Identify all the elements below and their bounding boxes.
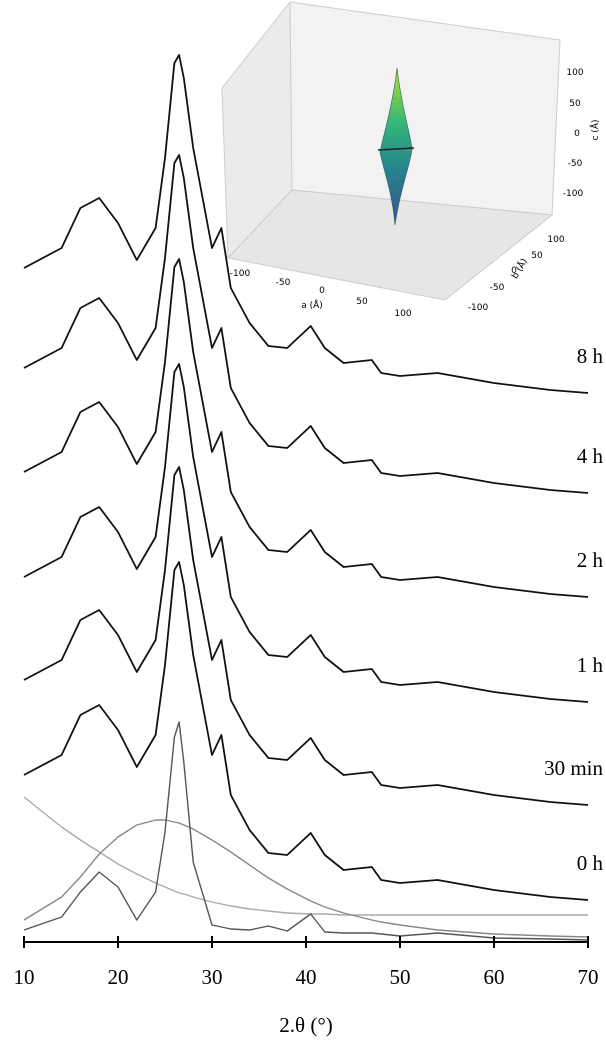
pattern-line	[23, 54, 589, 394]
pane-floor	[227, 189, 554, 301]
x-tick-label: 40	[296, 965, 317, 989]
pattern-line	[23, 154, 589, 494]
inset-3d: a (Å) b (Å) c (Å) -100-50050100-100-5005…	[221, 0, 601, 319]
inset-x-tick-label: -100	[230, 269, 251, 279]
series-label: 4 h	[577, 444, 604, 468]
series-label: 30 min	[544, 756, 603, 780]
x-axis-label: 2.θ (°)	[279, 1013, 332, 1037]
inset-z-tick-label: -100	[563, 189, 584, 199]
inset-y-tick-label: -50	[490, 283, 505, 293]
series-label: 0 h	[577, 851, 604, 875]
pattern-line	[23, 561, 589, 901]
surface-rim	[377, 147, 415, 151]
series-label: 2 h	[577, 548, 604, 572]
inset-y-tick-label: 0	[511, 266, 517, 276]
inset-z-tick-label: -50	[568, 159, 583, 169]
pane-back	[289, 1, 561, 216]
x-tick-label: 60	[484, 965, 505, 989]
surface	[379, 67, 413, 226]
inset-y-tick-label: 100	[547, 235, 564, 245]
pattern-line	[23, 721, 589, 941]
inset-y-tick-label: -100	[468, 303, 489, 313]
inset-z-tick-label: 100	[566, 68, 583, 78]
series-label: 8 h	[577, 344, 604, 368]
pattern-line	[23, 819, 589, 938]
series-label: 1 h	[577, 653, 604, 677]
x-tick-label: 20	[108, 965, 129, 989]
x-tick-label: 70	[578, 965, 599, 989]
inset-x-tick-label: 50	[356, 297, 368, 307]
x-tick-label: 30	[202, 965, 223, 989]
inset-x-tick-label: 0	[319, 286, 325, 296]
inset-zlabel: c (Å)	[589, 120, 601, 141]
pattern-line	[23, 363, 589, 703]
x-tick-label: 10	[14, 965, 35, 989]
inset-y-tick-label: 50	[531, 251, 543, 261]
pattern-line	[23, 796, 588, 916]
inset-xlabel: a (Å)	[301, 299, 323, 311]
inset-x-tick-label: -50	[276, 278, 291, 288]
pattern-line	[23, 466, 589, 806]
inset-z-tick-label: 0	[574, 129, 580, 139]
inset-x-tick-label: 100	[394, 309, 411, 319]
x-tick-label: 50	[390, 965, 411, 989]
inset-z-tick-label: 50	[569, 99, 581, 109]
pattern-line	[23, 258, 589, 598]
